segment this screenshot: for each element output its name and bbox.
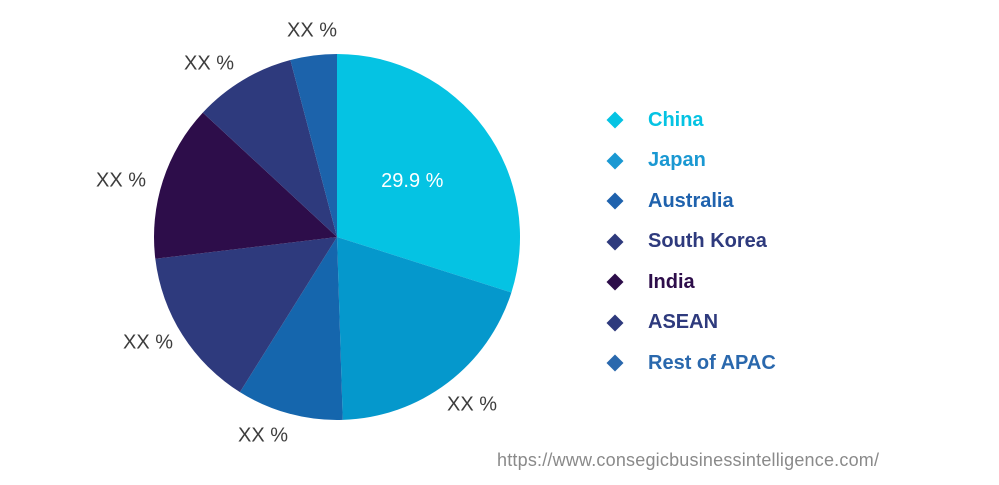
pie-slice-japan: [337, 237, 512, 420]
slice-value-label: XX %: [96, 169, 146, 191]
slice-value-label: XX %: [123, 331, 173, 353]
legend-item-china: China: [606, 100, 776, 141]
slice-value-label: XX %: [184, 52, 234, 74]
legend-label: China: [648, 108, 704, 131]
pie-slice-rest-of-apac: [290, 54, 337, 237]
legend-label: India: [648, 270, 695, 293]
diamond-icon: [606, 354, 624, 372]
pie-slice-china: [337, 54, 521, 293]
pie-slice-australia: [239, 237, 343, 421]
diamond-icon: [606, 273, 624, 291]
legend-label: ASEAN: [648, 311, 719, 334]
diamond-icon: [606, 233, 624, 251]
slice-value-label: XX %: [287, 19, 337, 41]
diamond-icon: [606, 111, 624, 129]
legend-item-south-korea: South Korea: [606, 222, 776, 263]
pie-slice-asean: [202, 60, 337, 237]
legend-label: Rest of APAC: [648, 351, 776, 374]
legend-item-asean: ASEAN: [606, 303, 776, 344]
legend-label: Australia: [648, 189, 734, 212]
source-url[interactable]: https://www.consegicbusinessintelligence…: [497, 450, 880, 470]
slice-value-label: XX %: [238, 424, 288, 446]
legend: China Japan Australia South Korea India …: [606, 100, 776, 384]
diamond-icon: [606, 192, 624, 210]
legend-item-japan: Japan: [606, 141, 776, 182]
legend-label: South Korea: [648, 230, 767, 253]
slice-value-label: 29.9 %: [381, 170, 443, 192]
diamond-icon: [606, 314, 624, 332]
legend-item-australia: Australia: [606, 181, 776, 222]
pie-slice-south-korea: [155, 237, 337, 393]
legend-item-india: India: [606, 262, 776, 303]
legend-item-rest-of-apac: Rest of APAC: [606, 343, 776, 384]
slice-value-label: XX %: [447, 393, 497, 415]
pie-slice-india: [153, 112, 337, 259]
legend-label: Japan: [648, 149, 706, 172]
diamond-icon: [606, 152, 624, 170]
